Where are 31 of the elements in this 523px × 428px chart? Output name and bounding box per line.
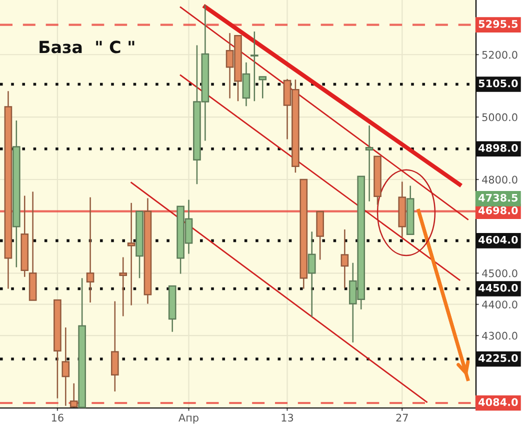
ref-line-label: 5295.5 xyxy=(478,20,518,28)
ref-line-label: 4604.0 xyxy=(478,236,518,244)
candlestick xyxy=(127,202,136,306)
y-tick-label: 4300.0 xyxy=(482,332,518,340)
candlestick xyxy=(86,196,94,304)
x-tick-label: 13 xyxy=(282,414,294,422)
annotation: База " С " xyxy=(40,40,134,54)
y-tick-label: 4400.0 xyxy=(482,300,518,308)
candlestick xyxy=(365,124,374,202)
ref-line-label: 4084.0 xyxy=(478,398,518,406)
ref-line-label: 4225.0 xyxy=(478,354,518,362)
x-tick-label: 27 xyxy=(396,414,408,422)
ref-line-label: 4898.0 xyxy=(478,144,518,152)
y-tick-label: 4800.0 xyxy=(482,176,518,184)
candlestick xyxy=(62,326,70,406)
candlestick xyxy=(258,76,267,99)
ref-line-label: 4450.0 xyxy=(478,284,518,292)
candlestick xyxy=(308,231,316,318)
candlestick xyxy=(70,382,78,408)
candlestick xyxy=(250,30,258,102)
ref-line-label: 5105.0 xyxy=(478,79,518,88)
candlestick xyxy=(110,300,119,392)
text: 4738.5 xyxy=(478,194,518,202)
y-tick-label: 5000.0 xyxy=(482,113,518,122)
ref-line-label: 4698.0 xyxy=(478,206,518,214)
candlestick xyxy=(340,228,349,289)
x-tick-label: Апр xyxy=(178,414,198,424)
y-tick-label: 5200.0 xyxy=(482,50,518,59)
y-tick-label: 4500.0 xyxy=(482,269,518,278)
candlestick xyxy=(119,256,128,317)
x-tick-label: 16 xyxy=(52,414,64,422)
